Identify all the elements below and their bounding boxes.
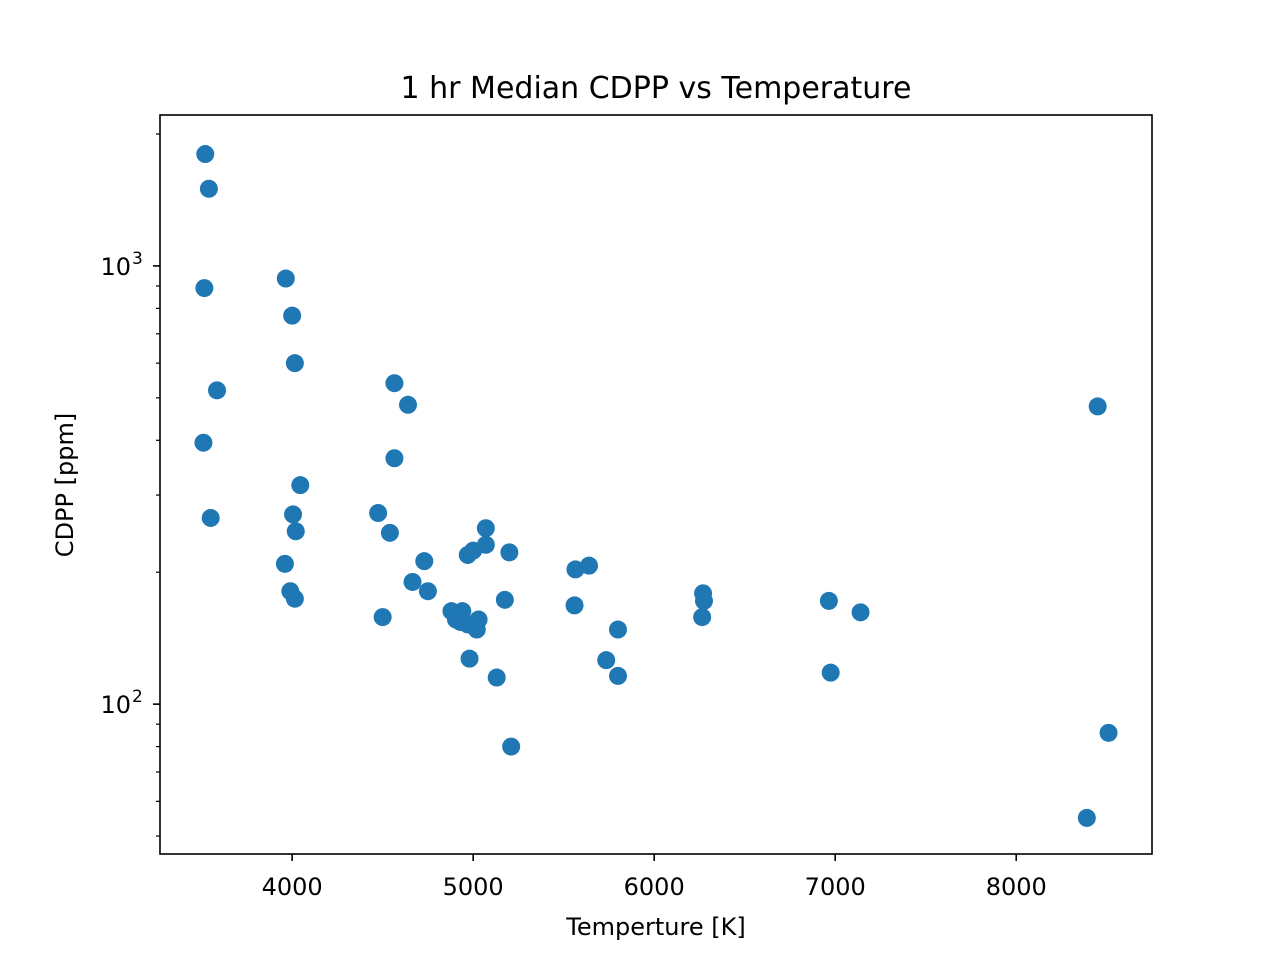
data-point: [208, 381, 227, 400]
data-point: [1088, 397, 1107, 416]
data-point: [694, 591, 713, 610]
data-point: [597, 651, 616, 670]
data-point: [566, 560, 585, 579]
data-point: [286, 522, 305, 541]
data-point: [500, 543, 519, 562]
data-point: [385, 449, 404, 468]
data-point: [608, 620, 627, 639]
data-point: [565, 596, 584, 615]
data-point: [460, 649, 479, 668]
data-point: [276, 269, 295, 288]
data-point: [275, 554, 294, 573]
data-point: [476, 519, 495, 538]
data-point: [418, 582, 437, 601]
data-point: [580, 556, 599, 575]
data-point: [467, 620, 486, 639]
plot-frame: [159, 114, 1153, 855]
data-point: [399, 395, 417, 414]
data-point: [819, 591, 838, 610]
data-point: [196, 145, 215, 164]
x-tick-label: 5000: [443, 873, 504, 901]
data-point: [693, 608, 712, 627]
data-point: [284, 505, 303, 524]
data-point: [458, 545, 477, 564]
data-point: [495, 590, 514, 609]
data-point: [487, 668, 506, 687]
data-point: [380, 523, 399, 542]
data-point: [502, 737, 521, 756]
data-point: [194, 433, 213, 452]
x-tick-label: 4000: [262, 873, 323, 901]
y-axis-label: CDPP [ppm]: [51, 413, 79, 557]
data-point: [285, 589, 304, 608]
data-point: [373, 608, 392, 627]
data-point: [403, 572, 422, 591]
data-points: [194, 145, 1118, 827]
data-point: [201, 508, 220, 527]
data-point: [415, 552, 434, 571]
data-point: [291, 476, 310, 495]
data-point: [821, 663, 840, 682]
data-point: [369, 504, 388, 523]
y-tick-label: 10: [100, 253, 131, 281]
y-tick-exponent: 2: [132, 687, 143, 707]
data-point: [1099, 723, 1118, 742]
x-axis-label: Temperture [K]: [565, 913, 745, 941]
data-point: [385, 374, 404, 393]
data-point: [195, 279, 214, 298]
chart-title: 1 hr Median CDPP vs Temperature: [401, 71, 912, 106]
data-point: [199, 179, 218, 198]
x-tick-label: 8000: [986, 873, 1047, 901]
y-tick-label: 10: [100, 691, 131, 719]
data-point: [285, 354, 304, 373]
x-tick-label: 7000: [805, 873, 866, 901]
x-tick-label: 6000: [624, 873, 685, 901]
data-point: [608, 666, 627, 685]
data-point: [851, 603, 870, 622]
y-tick-exponent: 3: [132, 249, 143, 269]
data-point: [283, 306, 302, 325]
data-point: [1077, 808, 1096, 827]
